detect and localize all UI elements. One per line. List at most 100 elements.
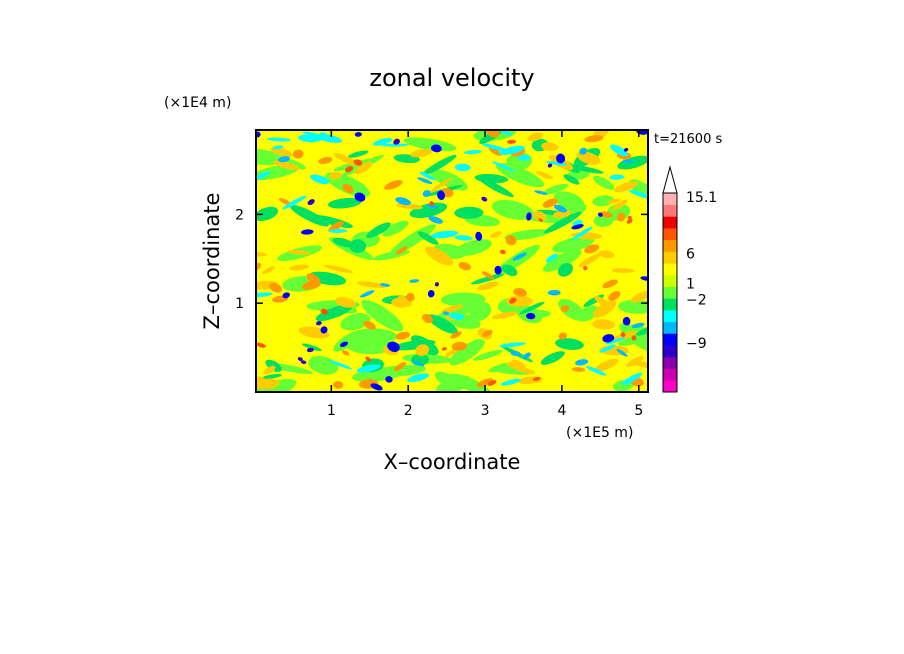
contour-patch — [481, 271, 494, 280]
contour-patch — [270, 147, 293, 158]
contour-patch — [393, 138, 400, 145]
contour-patch — [298, 134, 322, 143]
colorbar-swatch — [663, 251, 677, 264]
contour-patch — [354, 132, 362, 137]
contour-patch — [554, 204, 567, 213]
contour-patch — [256, 378, 297, 392]
contour-patch — [631, 322, 645, 328]
contour-patch — [340, 313, 371, 331]
contour-patch — [477, 281, 499, 291]
contour-patch — [302, 343, 322, 352]
contour-patch — [443, 311, 450, 316]
contour-patch — [256, 342, 266, 348]
contour-patch — [434, 282, 439, 287]
contour-patch — [315, 304, 353, 322]
contour-patch — [448, 312, 465, 320]
contour-patch — [621, 372, 643, 386]
contour-patch — [320, 326, 328, 334]
contour-patch — [488, 146, 502, 156]
contour-patch — [289, 264, 309, 271]
contour-patch — [451, 341, 468, 351]
contour-patch — [501, 264, 518, 277]
contour-patch — [403, 137, 457, 152]
contour-patch — [256, 206, 279, 222]
contour-patch — [357, 281, 387, 288]
colorbar-label: 15.1 — [686, 190, 717, 206]
contour-patch — [273, 160, 300, 171]
contour-patch — [510, 350, 521, 357]
contour-patch — [526, 312, 536, 320]
x-tick-label: 1 — [327, 403, 336, 419]
contour-patch — [540, 351, 565, 365]
colorbar-label: 1 — [686, 277, 695, 293]
contour-patch — [269, 282, 283, 293]
contour-patch — [490, 231, 502, 238]
contour-patch — [602, 334, 615, 343]
contour-field — [256, 130, 648, 392]
contour-patch — [512, 252, 527, 261]
contour-patch — [584, 244, 600, 254]
contour-patch — [395, 197, 411, 206]
contour-patch — [536, 171, 553, 180]
contour-patch — [614, 181, 638, 193]
colorbar-frame — [662, 192, 678, 393]
contour-patch — [256, 292, 273, 298]
contour-patch — [519, 301, 545, 315]
x-tick-label: 2 — [404, 403, 413, 419]
contour-patch — [513, 288, 527, 297]
contour-patch — [594, 358, 619, 372]
contour-patch — [547, 289, 561, 296]
colorbar-swatch — [663, 193, 677, 206]
contour-patch — [473, 349, 503, 361]
contour-patch — [563, 174, 580, 185]
contour-patch — [454, 163, 471, 172]
contour-patch — [454, 235, 473, 241]
contour-patch — [631, 335, 637, 341]
colorbar-swatch — [663, 298, 677, 311]
contour-patch — [492, 311, 518, 319]
contour-patch — [630, 291, 648, 303]
x-scale-label: (×1E5 m) — [566, 425, 633, 441]
x-tick-label: 3 — [481, 403, 490, 419]
contour-patch — [578, 253, 601, 268]
contour-patch — [499, 145, 525, 155]
contour-patch — [546, 161, 568, 166]
contour-patch — [553, 191, 585, 210]
contour-patch — [477, 177, 514, 198]
contour-patch — [482, 329, 493, 338]
contour-patch — [370, 383, 383, 391]
contour-patch — [340, 341, 348, 348]
contour-patch — [592, 319, 615, 330]
contour-patch — [354, 161, 373, 175]
contour-patch — [361, 299, 404, 332]
colorbar-swatch — [663, 321, 677, 334]
chart-title: zonal velocity — [369, 64, 534, 92]
contour-patch — [560, 305, 570, 313]
contour-patch — [431, 230, 459, 239]
contour-patch — [266, 137, 291, 142]
contour-patch — [556, 153, 566, 164]
contour-patch — [602, 279, 618, 289]
contour-patch — [557, 263, 573, 277]
x-tick-group: 1 2 3 4 5 — [327, 130, 643, 419]
contour-patch — [576, 151, 601, 165]
contour-patch — [599, 211, 613, 218]
colorbar-swatch — [663, 368, 677, 381]
contour-patch — [262, 266, 276, 274]
contour-patch — [500, 249, 506, 255]
contour-patch — [315, 133, 343, 143]
contour-patch — [571, 224, 584, 230]
contour-patch — [542, 249, 582, 272]
contour-patch — [328, 221, 344, 233]
contour-patch — [256, 262, 262, 270]
contour-patch — [552, 236, 595, 253]
contour-patch — [310, 174, 330, 185]
contour-patch — [487, 380, 497, 386]
contour-patch — [301, 229, 314, 235]
contour-patch — [481, 143, 508, 152]
contour-patch — [323, 264, 354, 273]
colorbar-swatch — [663, 333, 677, 346]
contour-patch — [415, 344, 430, 356]
contour-patch — [534, 190, 548, 195]
contour-patch — [360, 290, 375, 298]
